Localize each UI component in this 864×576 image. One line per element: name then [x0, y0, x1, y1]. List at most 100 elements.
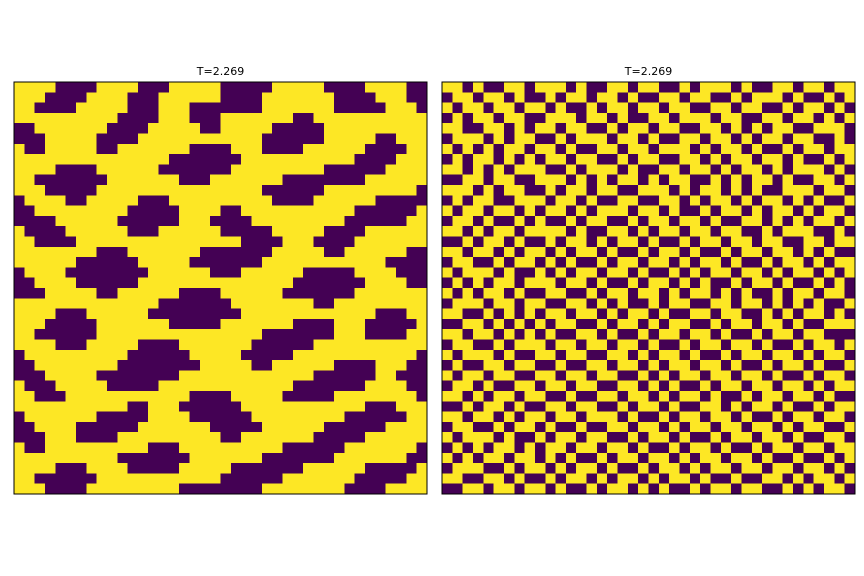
cell [844, 391, 856, 402]
cell [344, 267, 356, 278]
cell [65, 360, 77, 371]
cell [813, 257, 825, 268]
cell [168, 452, 180, 464]
cell [375, 112, 386, 124]
cell [323, 339, 335, 351]
cell [199, 298, 211, 309]
cell [261, 349, 273, 361]
cell [220, 360, 232, 371]
cell [803, 164, 814, 175]
cell [406, 174, 417, 186]
cell [607, 226, 618, 237]
cell [472, 82, 484, 93]
cell [179, 185, 190, 196]
cell [354, 215, 366, 227]
cell [396, 82, 407, 93]
cell [555, 432, 567, 443]
cell [689, 143, 701, 155]
cell [555, 112, 567, 124]
cell [793, 349, 804, 361]
cell [313, 277, 325, 289]
cell [689, 329, 701, 340]
cell [483, 133, 494, 145]
cell [452, 236, 463, 248]
cell [658, 185, 670, 196]
cell [545, 370, 556, 381]
cell [272, 411, 283, 423]
cell [813, 401, 825, 412]
cell [344, 360, 356, 371]
cell [396, 288, 407, 299]
cell [261, 226, 273, 237]
cell [44, 246, 56, 258]
cell [731, 473, 742, 484]
cell [545, 123, 556, 134]
cell [55, 401, 66, 412]
cell [731, 349, 742, 361]
cell [617, 473, 629, 484]
cell [679, 318, 691, 330]
cell [365, 102, 376, 114]
cell [34, 349, 46, 361]
cell [179, 411, 190, 423]
cell [137, 195, 149, 206]
cell [483, 123, 494, 134]
cell [452, 380, 463, 392]
cell [106, 112, 118, 124]
cell [96, 339, 108, 351]
cell [627, 226, 639, 237]
cell [576, 102, 587, 114]
cell [34, 411, 46, 423]
cell [503, 288, 515, 299]
cell [416, 318, 428, 330]
cell [199, 164, 211, 175]
cell [679, 154, 691, 165]
cell [741, 246, 753, 258]
cell [472, 164, 484, 175]
cell [117, 82, 128, 93]
cell [627, 154, 639, 165]
cell [741, 257, 753, 268]
cell [731, 318, 742, 330]
cell [323, 267, 335, 278]
cell [65, 143, 77, 155]
cell [493, 288, 505, 299]
cell [75, 401, 87, 412]
cell [406, 401, 417, 412]
cell [406, 195, 417, 206]
cell [565, 432, 577, 443]
cell [555, 102, 567, 114]
cell [261, 246, 273, 258]
cell [251, 205, 263, 217]
cell [179, 267, 190, 278]
cell [720, 215, 732, 227]
cell [96, 360, 108, 371]
cell [596, 483, 608, 495]
cell [117, 267, 128, 278]
cell [607, 432, 618, 443]
cell [741, 102, 753, 114]
cell [803, 401, 814, 412]
cell [24, 318, 35, 330]
cell [148, 164, 159, 175]
cell [514, 123, 525, 134]
cell [168, 391, 180, 402]
cell [514, 112, 525, 124]
cell [700, 360, 711, 371]
cell [344, 473, 356, 484]
cell [669, 360, 680, 371]
cell [534, 143, 546, 155]
cell [524, 154, 536, 165]
cell [545, 452, 556, 464]
cell [148, 246, 159, 258]
cell [493, 463, 505, 474]
cell [158, 164, 170, 175]
cell [117, 123, 128, 134]
cell [396, 318, 407, 330]
cell [442, 82, 453, 93]
cell [534, 185, 546, 196]
cell [586, 349, 598, 361]
cell [210, 226, 221, 237]
cell [189, 164, 201, 175]
cell [762, 257, 773, 268]
